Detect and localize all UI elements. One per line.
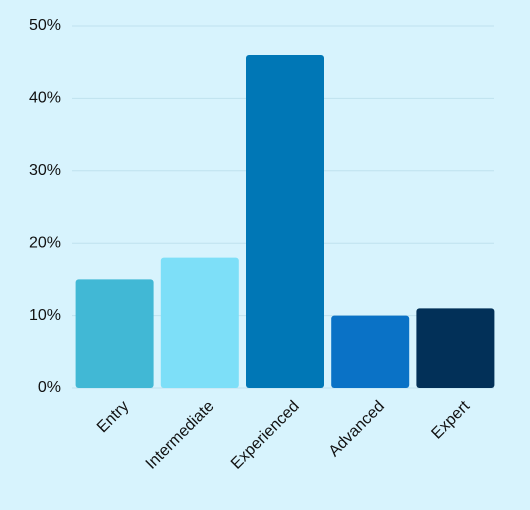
x-tick-label: Intermediate	[143, 398, 218, 473]
bar	[160, 257, 239, 388]
y-tick-label: 10%	[29, 307, 61, 324]
x-tick-label: Expert	[428, 397, 473, 442]
y-tick-label: 30%	[29, 162, 61, 179]
bar	[75, 279, 154, 388]
x-tick-label: Entry	[94, 398, 132, 436]
y-tick-label: 50%	[29, 17, 61, 34]
y-tick-label: 40%	[29, 90, 61, 107]
x-tick-label: Advanced	[326, 398, 388, 460]
bar	[416, 308, 495, 388]
bar	[331, 315, 410, 388]
y-tick-label: 0%	[38, 379, 61, 396]
bar	[246, 54, 324, 389]
x-tick-label: Experienced	[228, 398, 303, 473]
y-tick-label: 20%	[29, 234, 61, 251]
